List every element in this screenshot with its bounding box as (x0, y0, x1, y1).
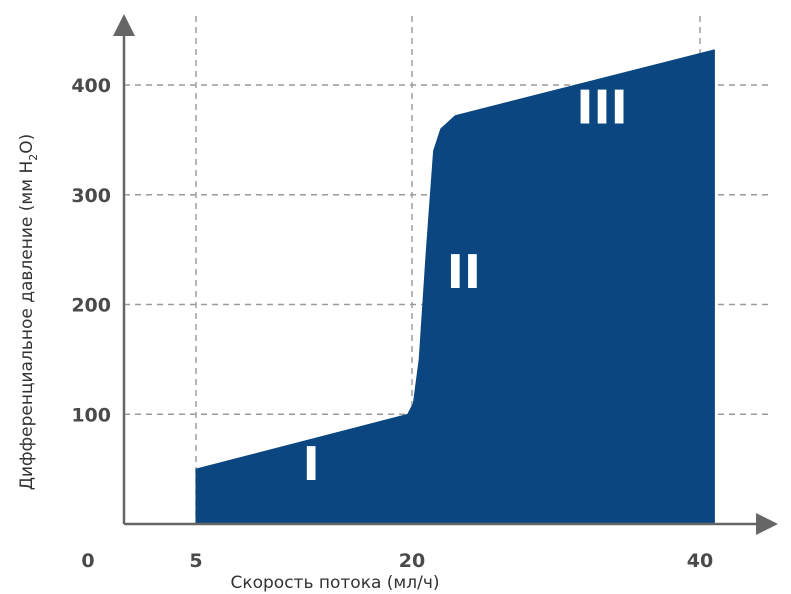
region-label-2: II (447, 245, 481, 299)
y-tick-label-200: 200 (71, 295, 111, 317)
region-label-1: I (303, 437, 320, 491)
y-tick-label-100: 100 (71, 404, 111, 426)
y-tick-label-400: 400 (71, 75, 111, 97)
region-label-3: III (576, 80, 627, 134)
labels: 100 200 300 400 0 5 20 40 Скорость потока (мл/ч)… (17, 75, 713, 593)
x-tick-label-40: 40 (687, 550, 713, 572)
area-layer (195, 49, 715, 525)
y-axis-arrow (113, 14, 135, 36)
x-tick-label-20: 20 (399, 550, 425, 572)
y-axis-label: Дифференциальное давление (мм H2O) (17, 134, 40, 491)
x-tick-label-5: 5 (189, 550, 202, 572)
x-axis-label: Скорость потока (мл/ч) (230, 573, 439, 593)
axes (113, 14, 778, 535)
x-axis-arrow (756, 513, 778, 535)
area-series (195, 49, 715, 525)
origin-label: 0 (81, 550, 94, 572)
y-tick-label-300: 300 (71, 185, 111, 207)
